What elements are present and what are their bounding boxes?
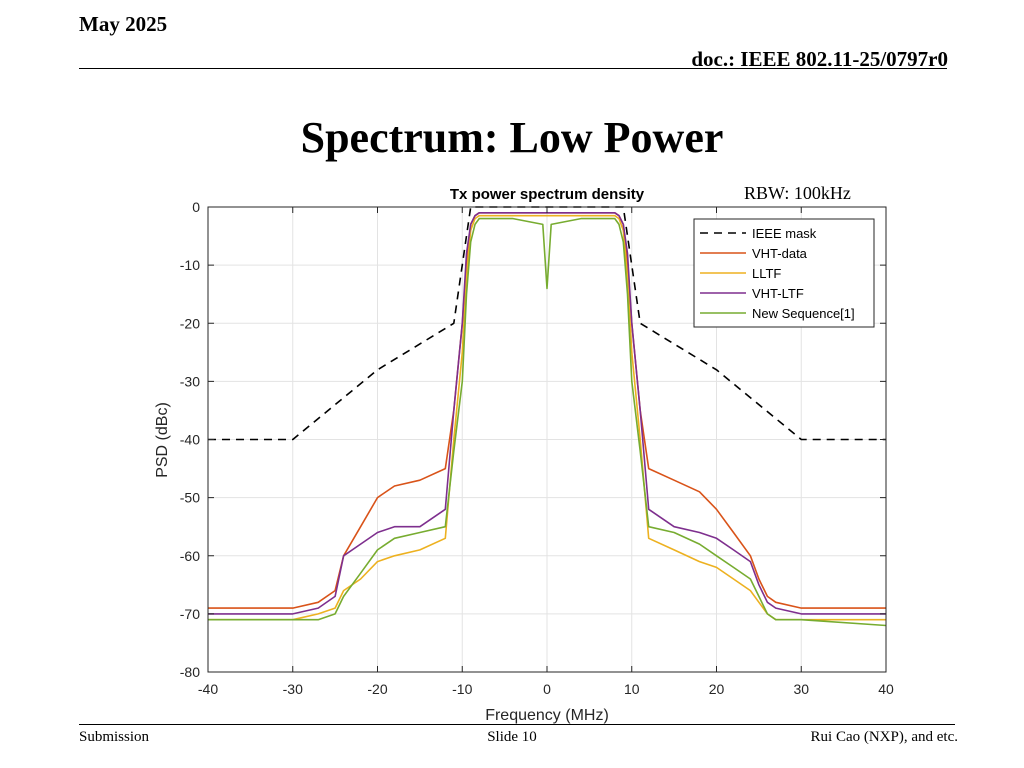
x-tick-label: -40 bbox=[198, 681, 218, 697]
x-tick-label: 30 bbox=[793, 681, 809, 697]
legend-label-new-sequence-1-: New Sequence[1] bbox=[752, 306, 855, 321]
x-tick-label: 20 bbox=[709, 681, 725, 697]
footer-slide-number: Slide 10 bbox=[487, 729, 537, 745]
y-tick-label: -50 bbox=[180, 490, 200, 506]
y-tick-label: -30 bbox=[180, 373, 200, 389]
y-tick-label: -80 bbox=[180, 664, 200, 680]
document-id: doc.: IEEE 802.11-25/0797r0 bbox=[691, 47, 948, 71]
footer-submission: Submission bbox=[79, 729, 150, 745]
slide-title: Spectrum: Low Power bbox=[300, 113, 724, 162]
chart-title: Tx power spectrum density bbox=[450, 186, 645, 203]
y-tick-label: -10 bbox=[180, 257, 200, 273]
x-tick-label: 40 bbox=[878, 681, 894, 697]
rbw-annotation: RBW: 100kHz bbox=[744, 183, 851, 203]
slide-date: May 2025 bbox=[79, 12, 168, 36]
x-tick-label: -20 bbox=[367, 681, 387, 697]
y-tick-label: -60 bbox=[180, 548, 200, 564]
legend-label-vht-ltf: VHT-LTF bbox=[752, 286, 804, 301]
legend-label-ieee-mask: IEEE mask bbox=[752, 226, 817, 241]
x-axis-label: Frequency (MHz) bbox=[485, 707, 609, 724]
footer-author: Rui Cao (NXP), and etc. bbox=[810, 729, 958, 745]
y-tick-label: -70 bbox=[180, 606, 200, 622]
x-tick-label: 0 bbox=[543, 681, 551, 697]
series-line-vht-ltf bbox=[208, 212, 886, 615]
x-tick-label: -10 bbox=[452, 681, 472, 697]
x-tick-label: 10 bbox=[624, 681, 640, 697]
legend-label-vht-data: VHT-data bbox=[752, 246, 808, 261]
y-tick-label: -20 bbox=[180, 315, 200, 331]
y-axis-label: PSD (dBc) bbox=[154, 402, 171, 478]
footer-divider bbox=[79, 724, 955, 725]
y-tick-label: -40 bbox=[180, 432, 200, 448]
header-divider bbox=[79, 68, 947, 69]
y-tick-label: 0 bbox=[192, 199, 200, 215]
series-line-lltf bbox=[208, 214, 886, 621]
x-tick-label: -30 bbox=[283, 681, 303, 697]
series-line-new-sequence-1- bbox=[208, 217, 887, 627]
legend-label-lltf: LLTF bbox=[752, 266, 781, 281]
